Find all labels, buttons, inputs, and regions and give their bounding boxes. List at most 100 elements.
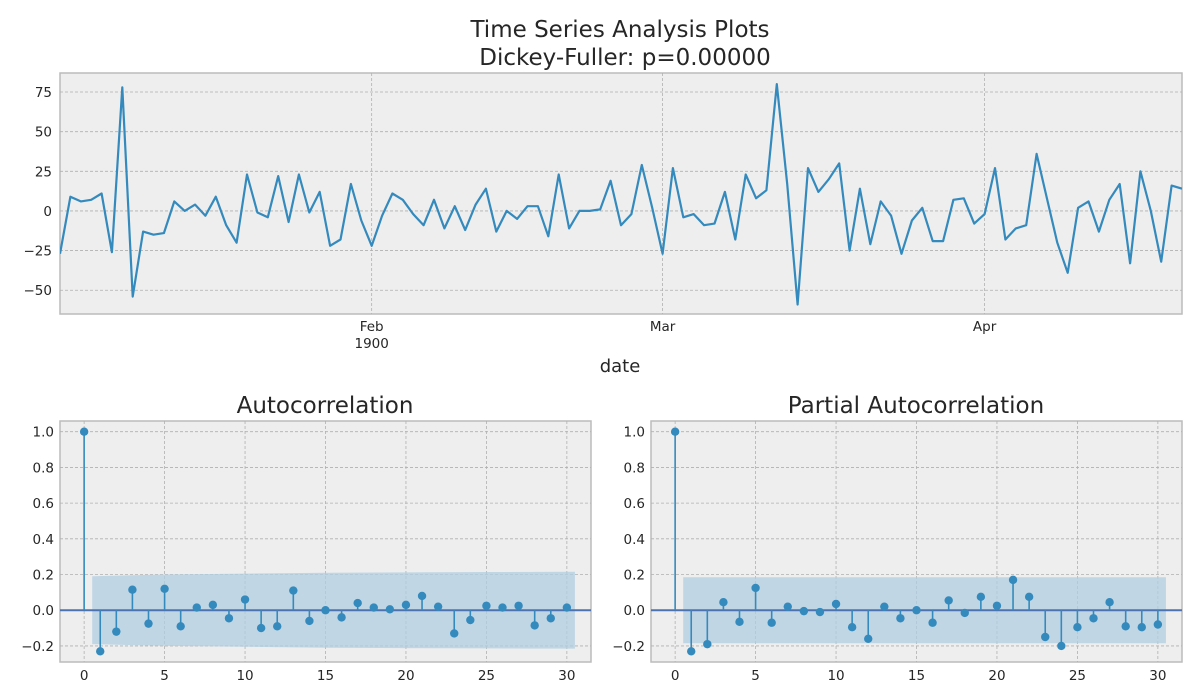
- stem-marker: [976, 592, 986, 602]
- stem-marker: [831, 599, 841, 609]
- y-tick-label: −50: [24, 283, 53, 299]
- stem-marker: [1105, 597, 1114, 607]
- y-tick-label: −0.2: [612, 639, 645, 655]
- stem-marker: [289, 586, 298, 595]
- stem-marker: [224, 614, 234, 623]
- stem-marker: [498, 603, 507, 612]
- x-tick-label: 10: [827, 668, 844, 684]
- stem-marker: [767, 618, 776, 627]
- stem-marker: [562, 603, 572, 612]
- stem-marker: [192, 603, 201, 612]
- chart-subtitle: Dickey-Fuller: p=0.00000: [479, 45, 770, 71]
- stem-marker: [482, 601, 491, 610]
- stem-marker: [735, 617, 744, 627]
- x-tick-label: 5: [751, 668, 760, 684]
- stem-marker: [514, 601, 523, 610]
- stem-marker: [783, 602, 792, 611]
- x-tick-label: 15: [908, 668, 925, 684]
- stem-marker: [1089, 614, 1098, 623]
- x-tick-label: 0: [80, 668, 89, 684]
- stem-marker: [864, 634, 873, 643]
- y-tick-label: 75: [35, 85, 52, 101]
- stem-marker: [751, 583, 760, 593]
- x-tick-label: 25: [478, 668, 495, 684]
- x-axis-label: date: [600, 356, 641, 377]
- x-tick-label: 15: [317, 668, 334, 684]
- stem-marker: [337, 613, 346, 622]
- stem-marker: [321, 606, 330, 615]
- stem-marker: [96, 647, 105, 656]
- x-tick-label: 5: [160, 668, 169, 684]
- stem-marker: [79, 427, 89, 436]
- x-tick-label: 10: [236, 668, 253, 684]
- y-tick-label: 0.4: [624, 532, 645, 548]
- stem-marker: [912, 606, 921, 615]
- y-tick-label: 0.6: [624, 496, 645, 512]
- stem-marker: [1121, 622, 1130, 631]
- stem-marker: [369, 603, 378, 612]
- acf-title: Autocorrelation: [237, 393, 414, 419]
- stem-marker: [719, 597, 728, 607]
- stem-marker: [144, 619, 153, 628]
- y-tick-label: 0.6: [33, 496, 54, 512]
- stem-marker: [815, 607, 825, 617]
- stem-marker: [1057, 641, 1066, 651]
- acf-panel: −0.2 0.0 0.2 0.4 0.6 0.8 1.0 0 5 10 15 20 25 30: [21, 420, 592, 684]
- stem-marker: [128, 585, 137, 594]
- stem-marker: [960, 608, 969, 618]
- stem-marker: [687, 647, 696, 656]
- y-tick-label: 0.0: [33, 603, 54, 619]
- stem-marker: [1153, 620, 1163, 629]
- plot-area: [59, 72, 1183, 315]
- stem-marker: [385, 605, 395, 614]
- y-tick-label: −0.2: [21, 639, 54, 655]
- stem-marker: [401, 600, 411, 610]
- y-tick-label: 25: [35, 164, 52, 180]
- stem-marker: [256, 623, 266, 633]
- stem-marker: [670, 427, 680, 436]
- stem-marker: [417, 591, 427, 601]
- stem-marker: [847, 622, 857, 632]
- stem-marker: [1137, 622, 1146, 632]
- stem-marker: [273, 622, 282, 631]
- y-tick-label: 0.2: [33, 568, 54, 584]
- stem-marker: [530, 621, 539, 630]
- series-line: [60, 82, 1182, 306]
- y-tick-label: 1.0: [33, 425, 54, 441]
- x-tick-label: 0: [671, 668, 680, 684]
- stem-marker: [1008, 575, 1018, 585]
- stem-marker: [896, 614, 905, 623]
- stem-marker: [1073, 622, 1082, 632]
- pacf-title: Partial Autocorrelation: [788, 393, 1044, 419]
- y-tick-label: −25: [24, 244, 53, 260]
- chart-title: Time Series Analysis Plots: [469, 17, 769, 43]
- stem-marker: [703, 639, 712, 649]
- y-tick-label: 0: [43, 204, 52, 220]
- y-tick-label: 50: [35, 125, 52, 141]
- y-tick-label: 0.8: [624, 460, 645, 476]
- stem-marker: [1041, 632, 1050, 642]
- stem-marker: [1024, 592, 1034, 602]
- stem-marker: [546, 614, 555, 623]
- stem-marker: [112, 627, 121, 636]
- stem-marker: [208, 600, 218, 610]
- stem-marker: [160, 584, 169, 594]
- stem-marker: [880, 602, 889, 611]
- x-tick-label: 20: [988, 668, 1005, 684]
- y-tick-label: 0.4: [33, 532, 54, 548]
- stem-marker: [176, 622, 185, 631]
- stem-marker: [928, 618, 937, 627]
- y-tick-label: 0.8: [33, 460, 54, 476]
- pacf-panel: −0.2 0.0 0.2 0.4 0.6 0.8 1.0 0 5 10 15 20 25 30: [612, 420, 1183, 684]
- stem-marker: [799, 606, 809, 616]
- x-tick-label: Mar: [650, 319, 676, 335]
- stem-marker: [992, 601, 1002, 610]
- stem-marker: [353, 598, 362, 608]
- stem-marker: [450, 629, 459, 638]
- x-tick-label: 20: [397, 668, 414, 684]
- x-tick-label: 30: [1149, 668, 1166, 684]
- y-tick-label: 1.0: [624, 425, 645, 441]
- y-tick-label: 0.2: [624, 568, 645, 584]
